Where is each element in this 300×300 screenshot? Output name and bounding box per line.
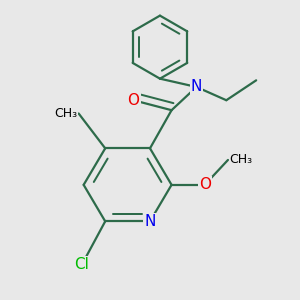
Text: N: N: [191, 80, 202, 94]
Text: O: O: [128, 93, 140, 108]
Text: CH₃: CH₃: [54, 107, 77, 120]
Text: N: N: [144, 214, 156, 229]
Text: O: O: [199, 177, 211, 192]
Text: Cl: Cl: [74, 257, 89, 272]
Text: CH₃: CH₃: [230, 154, 253, 166]
